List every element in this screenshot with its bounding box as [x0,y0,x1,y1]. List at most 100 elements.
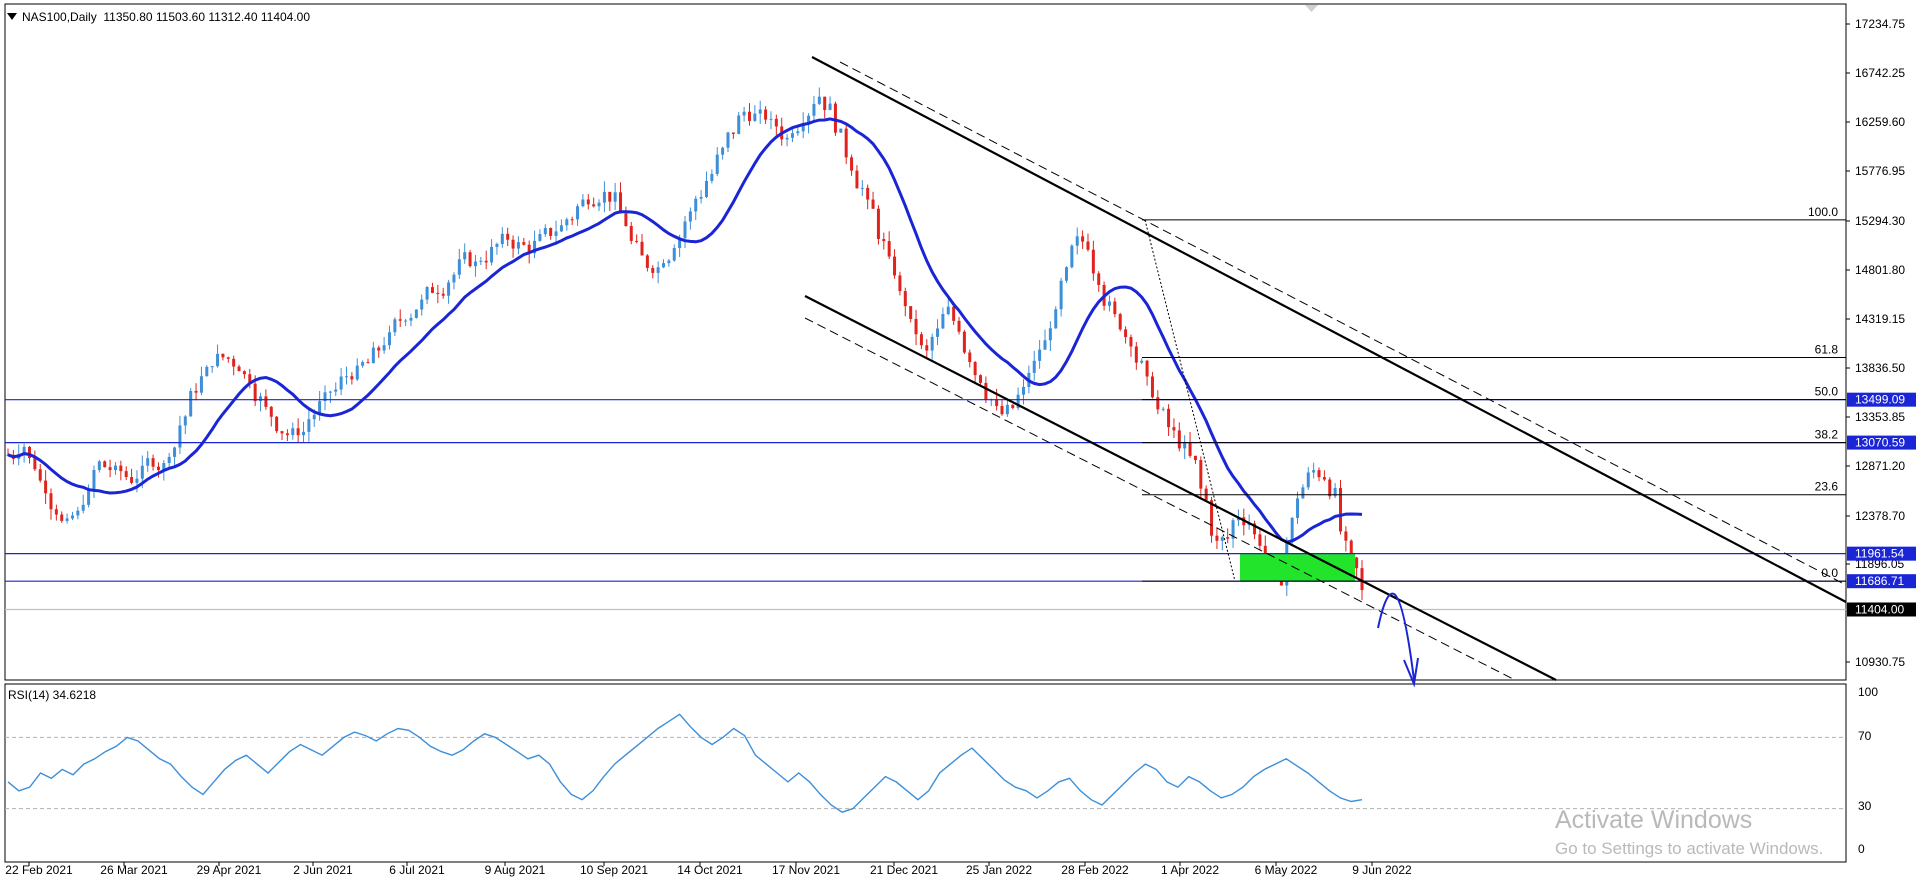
candle-body [785,137,789,140]
level-price-tag [1847,602,1916,617]
candle-body [753,113,757,121]
candle-body [140,465,144,479]
candle-body [1150,376,1154,398]
candle-body [973,362,977,376]
candle-body [898,275,902,292]
candle-body [635,240,639,242]
candle-body [511,239,515,249]
candle-body [345,376,348,378]
candle-body [232,358,236,367]
candle-body [790,133,794,138]
candle-body [619,192,623,214]
level-price-tag [1847,435,1916,450]
candle-body [936,328,940,337]
candle-body [398,319,402,321]
candle-body [721,147,725,155]
rsi-pane [4,683,1847,863]
level-price-label: 11961.54 [1855,547,1904,561]
candle-body [925,345,929,351]
candle-body [710,173,714,181]
candle-body [887,241,891,257]
candle-body [1038,349,1042,361]
candle-body [1301,487,1305,499]
candle-body [559,225,563,232]
candle-body [1032,360,1036,373]
candle-body [656,267,660,273]
candle-body [312,414,316,420]
candle-body [183,416,187,426]
candle-body [323,392,327,402]
candle-body [1306,472,1310,488]
candle-body [1220,537,1224,541]
candle-body [291,428,295,436]
candle-body [146,458,150,466]
candle-body [1210,500,1214,536]
candle-body [1296,498,1300,518]
candle-body [425,287,429,300]
symbol-timeframe: NAS100,Daily [22,10,97,24]
candle-body [156,466,160,471]
price-axis-label: 13353.85 [1855,410,1905,424]
candle-body [672,248,676,261]
price-axis-label: 17234.75 [1855,17,1905,31]
level-price-tag [1847,392,1916,407]
candle-body [382,345,386,351]
candle-body [549,228,553,236]
candle-body [1059,280,1063,310]
candle-body [97,461,101,470]
level-price-label: 13070.59 [1855,436,1905,450]
candle-body [1226,537,1230,539]
candle-body [1188,442,1192,456]
candle-body [420,299,424,310]
candle-body [1339,487,1343,532]
candle-body [1113,301,1117,315]
down-arrow-icon [1403,657,1419,688]
candle-body [60,514,64,521]
candle-body [210,366,214,368]
candle-body [893,256,897,276]
rsi-axis-label: 30 [1858,799,1872,813]
candle-body [860,187,864,189]
candle-body [430,287,434,293]
candle-body [704,180,708,197]
candle-body [162,463,166,471]
candle-body [866,187,870,200]
candle-body [409,317,413,321]
candle-body [371,347,375,364]
ohlc-values: 11350.80 11503.60 11312.40 11404.00 [103,10,311,24]
candle-body [500,233,504,245]
candle-body [457,259,461,275]
fib-level-label: 0.0 [1821,566,1838,580]
price-axis-label: 13836.50 [1855,361,1905,375]
candle-body [447,282,451,296]
time-axis-label: 28 Feb 2022 [1061,863,1129,877]
candle-body [269,406,273,417]
channel-lower-dashed [804,317,1516,681]
candle-body [1360,568,1364,591]
candle-body [393,319,397,333]
candle-body [640,241,644,256]
candle-body [1000,406,1004,415]
candle-body [135,478,139,483]
candle-body [608,191,612,202]
candle-body [22,446,26,455]
candle-body [387,332,391,346]
candle-body [264,396,268,407]
symbol-menu-arrow-icon[interactable] [7,13,17,20]
candle-body [194,390,198,393]
candle-body [350,376,354,380]
candle-body [1355,557,1359,569]
candle-body [731,132,735,134]
level-price-label: 11686.71 [1855,574,1904,588]
candle-body [586,199,590,205]
candle-body [1086,241,1090,250]
candle-body [833,103,837,133]
time-axis-label: 6 May 2022 [1255,863,1318,877]
candle-body [87,489,91,505]
candle-body [914,318,918,335]
candle-body [199,376,203,393]
candle-body [108,467,112,471]
candle-body [645,255,649,268]
candle-body [850,157,854,171]
